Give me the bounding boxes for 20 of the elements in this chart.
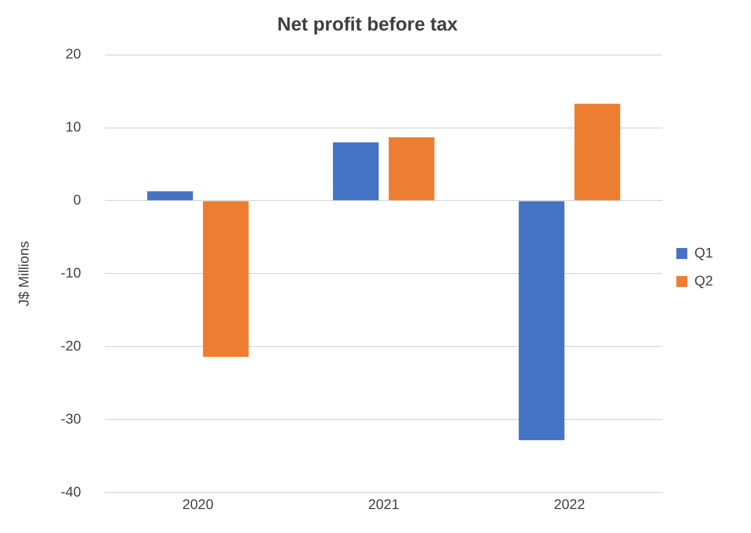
bar [574, 104, 620, 200]
bar [332, 142, 379, 200]
y-tick-label: 10 [65, 118, 82, 135]
bar [202, 201, 249, 357]
x-tick-label: 2022 [554, 496, 586, 512]
y-tick-label: -10 [60, 264, 82, 281]
x-tick-label: 2021 [368, 496, 400, 512]
legend-label: Q1 [694, 244, 714, 260]
y-tick-label: -20 [60, 338, 82, 354]
bar [388, 137, 434, 200]
x-tick-label: 2020 [182, 496, 214, 512]
y-tick-label: -40 [60, 483, 82, 500]
y-axis-title: J$ Millions [15, 241, 32, 306]
legend-label: Q2 [694, 272, 714, 288]
y-tick-label: 20 [65, 46, 82, 62]
bar [518, 201, 564, 440]
y-tick-label: -30 [60, 410, 82, 426]
y-tick-label: 0 [73, 192, 82, 208]
chart-title: Net profit before tax [277, 14, 458, 36]
bar [147, 191, 193, 200]
